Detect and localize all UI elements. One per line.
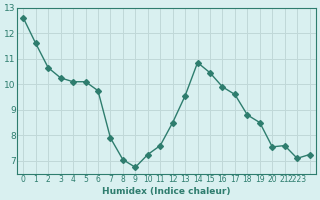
X-axis label: Humidex (Indice chaleur): Humidex (Indice chaleur) xyxy=(102,187,231,196)
